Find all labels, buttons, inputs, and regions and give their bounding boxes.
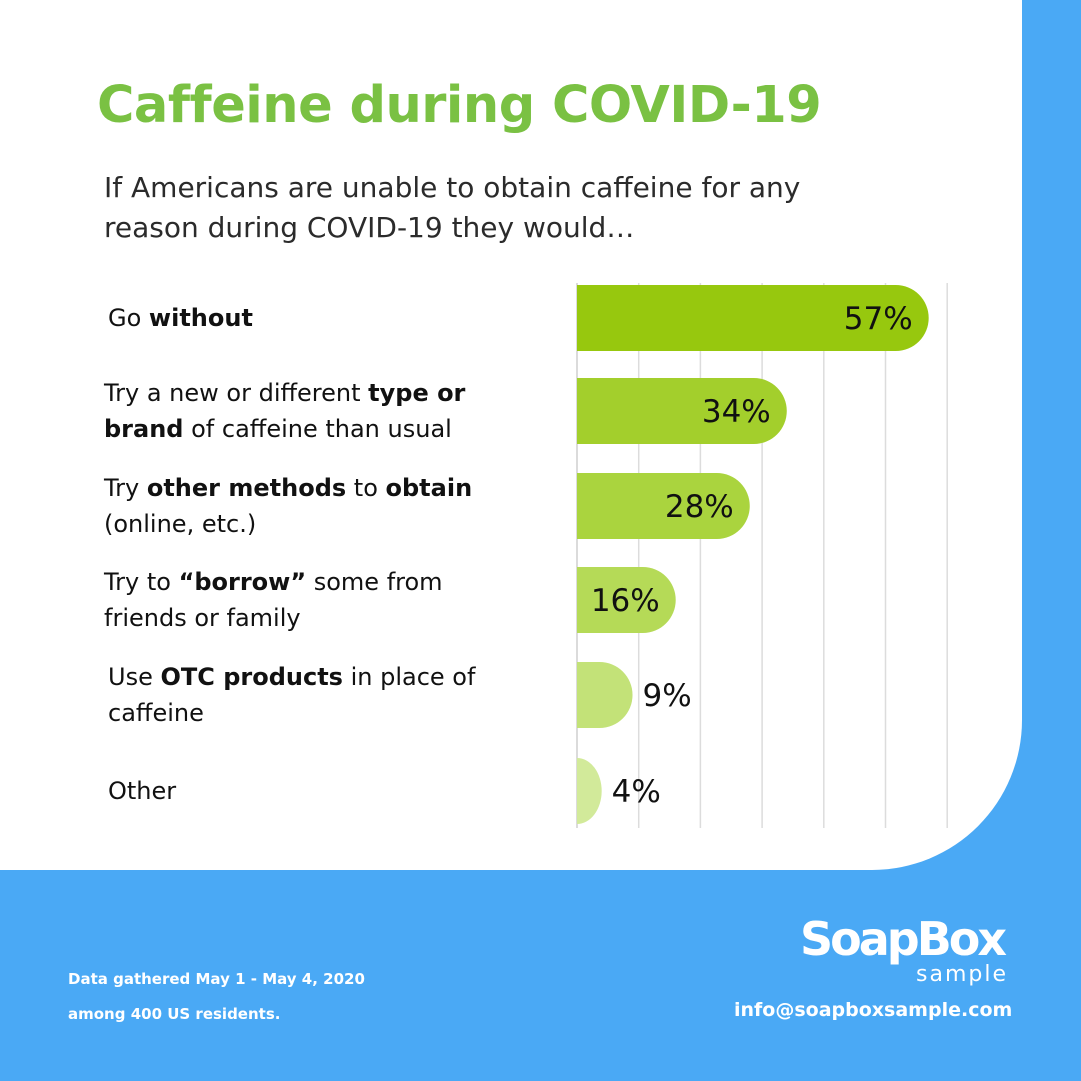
note-line: among 400 US residents. xyxy=(68,1005,281,1023)
bar xyxy=(577,567,676,633)
category-label-run: Go xyxy=(108,304,149,332)
category-label-run: OTC products xyxy=(160,663,343,691)
category-label-run: Try a new or different xyxy=(103,379,368,407)
category-label-run: “borrow” xyxy=(179,568,307,596)
category-label-run: Try xyxy=(103,474,147,502)
data-label: 57% xyxy=(844,301,913,337)
data-label: 16% xyxy=(591,583,660,619)
category-label-run: Other xyxy=(108,777,176,805)
category-label: Go without xyxy=(108,304,253,332)
category-label-run: other methods xyxy=(147,474,346,502)
soapbox-logo: SoapBox sample xyxy=(800,912,1020,992)
category-label: Try a new or different type or brand of c… xyxy=(103,379,466,443)
category-label: Use OTC products in place of caffeine xyxy=(108,663,476,727)
data-label: 28% xyxy=(665,489,734,525)
category-label: Try other methods to obtain (online, etc.… xyxy=(103,474,472,538)
logo-wordmark: SoapBox xyxy=(800,912,1007,966)
bar xyxy=(577,758,602,824)
bar xyxy=(577,473,750,539)
category-label-run: type or xyxy=(368,379,465,407)
category-label-run: friends or family xyxy=(104,604,301,632)
category-label-run: Try to xyxy=(103,568,179,596)
content-card xyxy=(0,0,1022,870)
data-source-note: Data gathered May 1 - May 4, 2020 among … xyxy=(68,962,365,1032)
category-label-run: without xyxy=(149,304,253,332)
category-label-run: to xyxy=(346,474,385,502)
category-label-run: in place of xyxy=(343,663,476,691)
note-line: Data gathered May 1 - May 4, 2020 xyxy=(68,970,365,988)
contact-email-link[interactable]: info@soapboxsample.com xyxy=(734,999,1013,1021)
data-label: 4% xyxy=(612,774,661,810)
data-label: 34% xyxy=(702,394,771,430)
category-label-run: some from xyxy=(306,568,442,596)
category-label-run: Use xyxy=(108,663,160,691)
category-label-run: obtain xyxy=(386,474,473,502)
category-label-run: of caffeine than usual xyxy=(183,415,451,443)
category-label: Other xyxy=(108,777,176,805)
category-label-run: brand xyxy=(104,415,183,443)
bar-chart: 57% Go without 34% Try a new or different t… xyxy=(103,283,948,828)
logo-subtext: sample xyxy=(916,962,1008,987)
category-label-run: (online, etc.) xyxy=(104,510,256,538)
bar xyxy=(577,378,787,444)
page-subtitle: If Americans are unable to obtain caffei… xyxy=(104,168,904,248)
bar xyxy=(577,662,633,728)
page-title: Caffeine during COVID-19 xyxy=(97,76,822,135)
subtitle-line: reason during COVID-19 they would… xyxy=(104,211,635,244)
data-label: 9% xyxy=(643,678,692,714)
category-label: Try to “borrow” some from friends or fami… xyxy=(103,568,443,632)
bar xyxy=(577,285,929,351)
category-label-run: caffeine xyxy=(108,699,204,727)
subtitle-line: If Americans are unable to obtain caffei… xyxy=(104,171,801,204)
